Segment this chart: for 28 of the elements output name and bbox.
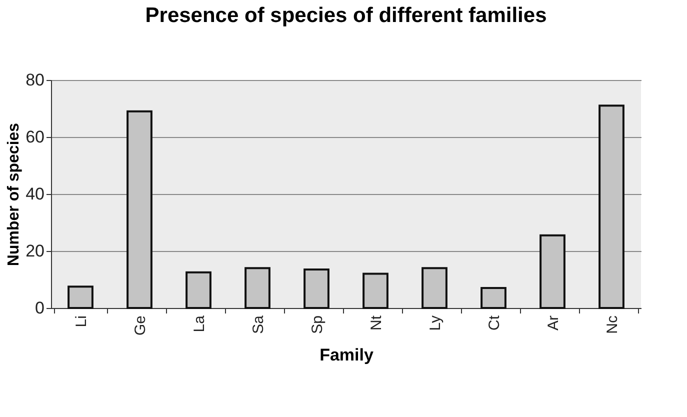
y-tick-label: 0 [35,298,44,318]
y-tick-label: 60 [26,128,44,146]
x-axis-title: Family [320,346,374,365]
x-tick-label: Nc [604,315,621,334]
bar [422,267,448,309]
y-tick-label: 20 [26,242,44,260]
y-axis-title: Number of species [6,122,23,266]
x-tick-label: Ge [132,316,149,336]
bar [68,286,94,309]
bar [126,110,152,309]
chart-title: Presence of species of different families [145,4,547,27]
x-tick-label: Ar [545,315,562,330]
bar [362,272,388,309]
x-tick-label: Nt [368,314,385,330]
bar [480,287,506,309]
x-tick-label: La [191,314,208,332]
bar [598,104,624,309]
bar [304,268,330,309]
x-tick-label: Ly [427,315,444,331]
y-tick-label: 80 [26,70,44,90]
x-tick-label: Ct [486,314,503,330]
x-tick-label: Sa [250,314,267,334]
x-tick-label: Sp [309,316,326,334]
bar [186,271,212,309]
bar [540,234,566,309]
bar [244,267,270,309]
y-tick-label: 40 [26,184,44,204]
x-tick-label: Li [73,316,90,328]
